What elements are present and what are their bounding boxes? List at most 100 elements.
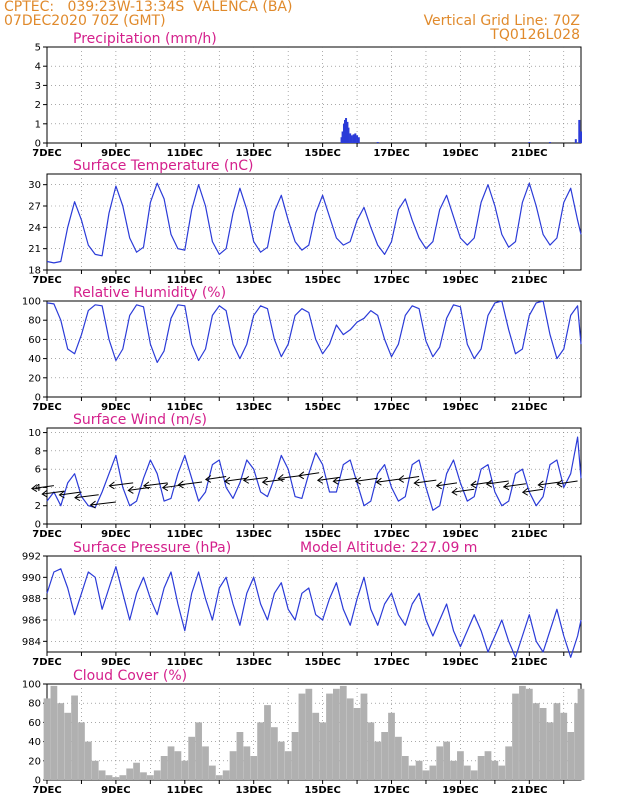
cloud-bar [333, 688, 340, 780]
cloud-ytick-label: 60 [28, 718, 41, 729]
wind-arrow [90, 501, 116, 506]
pres-xtick-label: 11DEC [167, 657, 203, 668]
cloud-bar [50, 685, 58, 780]
cloud-bar [305, 688, 313, 780]
pres-subtitle: Model Altitude: 227.09 m [300, 540, 477, 556]
header-line2-left: 07DEC2020 70Z (GMT) [4, 13, 166, 29]
wind-arrow [436, 482, 458, 487]
precip-bar [357, 137, 360, 143]
cloud-bar [181, 760, 189, 780]
wind-xtick-label: 13DEC [236, 529, 272, 540]
cloud-bar [512, 693, 519, 780]
cloud-bar [284, 751, 292, 780]
wind-arrow-head [556, 479, 563, 488]
cloud-bar [381, 732, 389, 780]
wind-arrow-head [242, 475, 250, 484]
cloud-bar [395, 736, 402, 780]
wind-xtick-label: 11DEC [167, 529, 203, 540]
wind-arrow [59, 491, 82, 496]
cloud-ytick-label: 20 [28, 756, 41, 767]
wind-arrow [333, 477, 358, 482]
cloud-bar [222, 770, 230, 780]
wind-arrow [355, 477, 378, 482]
precip-bar [352, 134, 355, 143]
panel-temp: 18 21 24 27 30 7DEC 9DEC 11DEC 13DEC 15DEC 17DEC 19… [28, 158, 582, 286]
precip-bar [340, 137, 343, 143]
temp-ytick-label: 30 [28, 180, 41, 191]
wind-arrow-head [261, 477, 269, 486]
cloud-xtick-label: 17DEC [373, 785, 409, 796]
precip-bar [350, 135, 353, 143]
cloud-bar [532, 703, 540, 780]
cloud-bar [215, 775, 223, 780]
header-line1-left: CPTEC: 039:23W-13:34S VALENCA (BA) [4, 0, 293, 15]
wind-arrow-head [503, 482, 510, 491]
pres-ytick-label: 990 [22, 573, 41, 584]
wind-frame [46, 427, 582, 525]
cloud-bar [105, 775, 113, 780]
wind-arrow-head [332, 476, 339, 485]
temp-xtick-label: 9DEC [101, 275, 130, 286]
rh-frame [46, 300, 582, 398]
wind-arrow [162, 484, 185, 489]
wind-ytick-label: 4 [35, 483, 41, 494]
precip-xtick-label: 17DEC [373, 148, 409, 159]
precip-ytick-label: 4 [35, 62, 41, 73]
cloud-bar [574, 703, 581, 780]
wind-ytick-label: 8 [35, 446, 41, 457]
temp-line [46, 182, 582, 264]
cloud-bar [271, 727, 278, 780]
wind-arrow [538, 481, 561, 486]
cloud-bar [470, 770, 478, 780]
precip-bar [528, 142, 531, 143]
wind-arrow-head [127, 486, 134, 494]
pres-xtick-label: 17DEC [373, 657, 409, 668]
cloud-bar [443, 741, 451, 780]
wind-line [46, 436, 582, 511]
precip-xtick-label: 11DEC [167, 148, 203, 159]
precip-bar [341, 131, 344, 143]
wind-arrow-head [537, 480, 544, 489]
pres-xtick-label: 21DEC [511, 657, 547, 668]
cloud-bar [374, 741, 382, 780]
rh-xtick-label: 7DEC [32, 402, 61, 413]
wind-arrow-head [223, 476, 231, 485]
pres-xtick-label: 19DEC [442, 657, 478, 668]
wind-arrow [376, 478, 399, 483]
cloud-bar [57, 703, 65, 780]
wind-arrow [224, 477, 247, 482]
cloud-bar [298, 693, 306, 780]
cloud-bar [264, 705, 271, 780]
cloud-xtick-label: 21DEC [511, 785, 547, 796]
temp-ytick-label: 27 [28, 202, 41, 213]
precip-bar [574, 139, 577, 143]
cloud-bar [146, 775, 154, 780]
cloud-xtick-label: 11DEC [167, 785, 203, 796]
cloud-bar [346, 698, 354, 780]
wind-arrow [398, 475, 420, 480]
wind-arrow-head [177, 480, 184, 489]
cloud-bar [546, 722, 554, 780]
cloud-bar [353, 708, 361, 780]
cloud-bar [84, 741, 92, 780]
precip-bar [347, 127, 350, 143]
wind-arrow-head [204, 475, 212, 483]
cloud-bar [43, 698, 51, 780]
cloud-ytick-label: 100 [22, 680, 41, 691]
wind-arrow-head [451, 487, 458, 496]
cloud-ytick-label: 80 [28, 699, 41, 710]
cloud-bar [457, 751, 464, 780]
pres-xtick-label: 13DEC [236, 657, 272, 668]
wind-arrow [178, 481, 203, 486]
cloud-bar [208, 765, 216, 780]
cloud-bar [277, 741, 285, 780]
wind-arrow [503, 483, 526, 488]
cloud-bar [415, 760, 423, 780]
temp-title: Surface Temperature (nC) [73, 158, 254, 174]
wind-title: Surface Wind (m/s) [73, 412, 207, 428]
wind-arrow [109, 482, 134, 487]
wind-arrow [42, 490, 65, 495]
temp-xtick-label: 11DEC [167, 275, 203, 286]
wind-arrow-head [521, 487, 529, 496]
cloud-bar [422, 770, 430, 780]
